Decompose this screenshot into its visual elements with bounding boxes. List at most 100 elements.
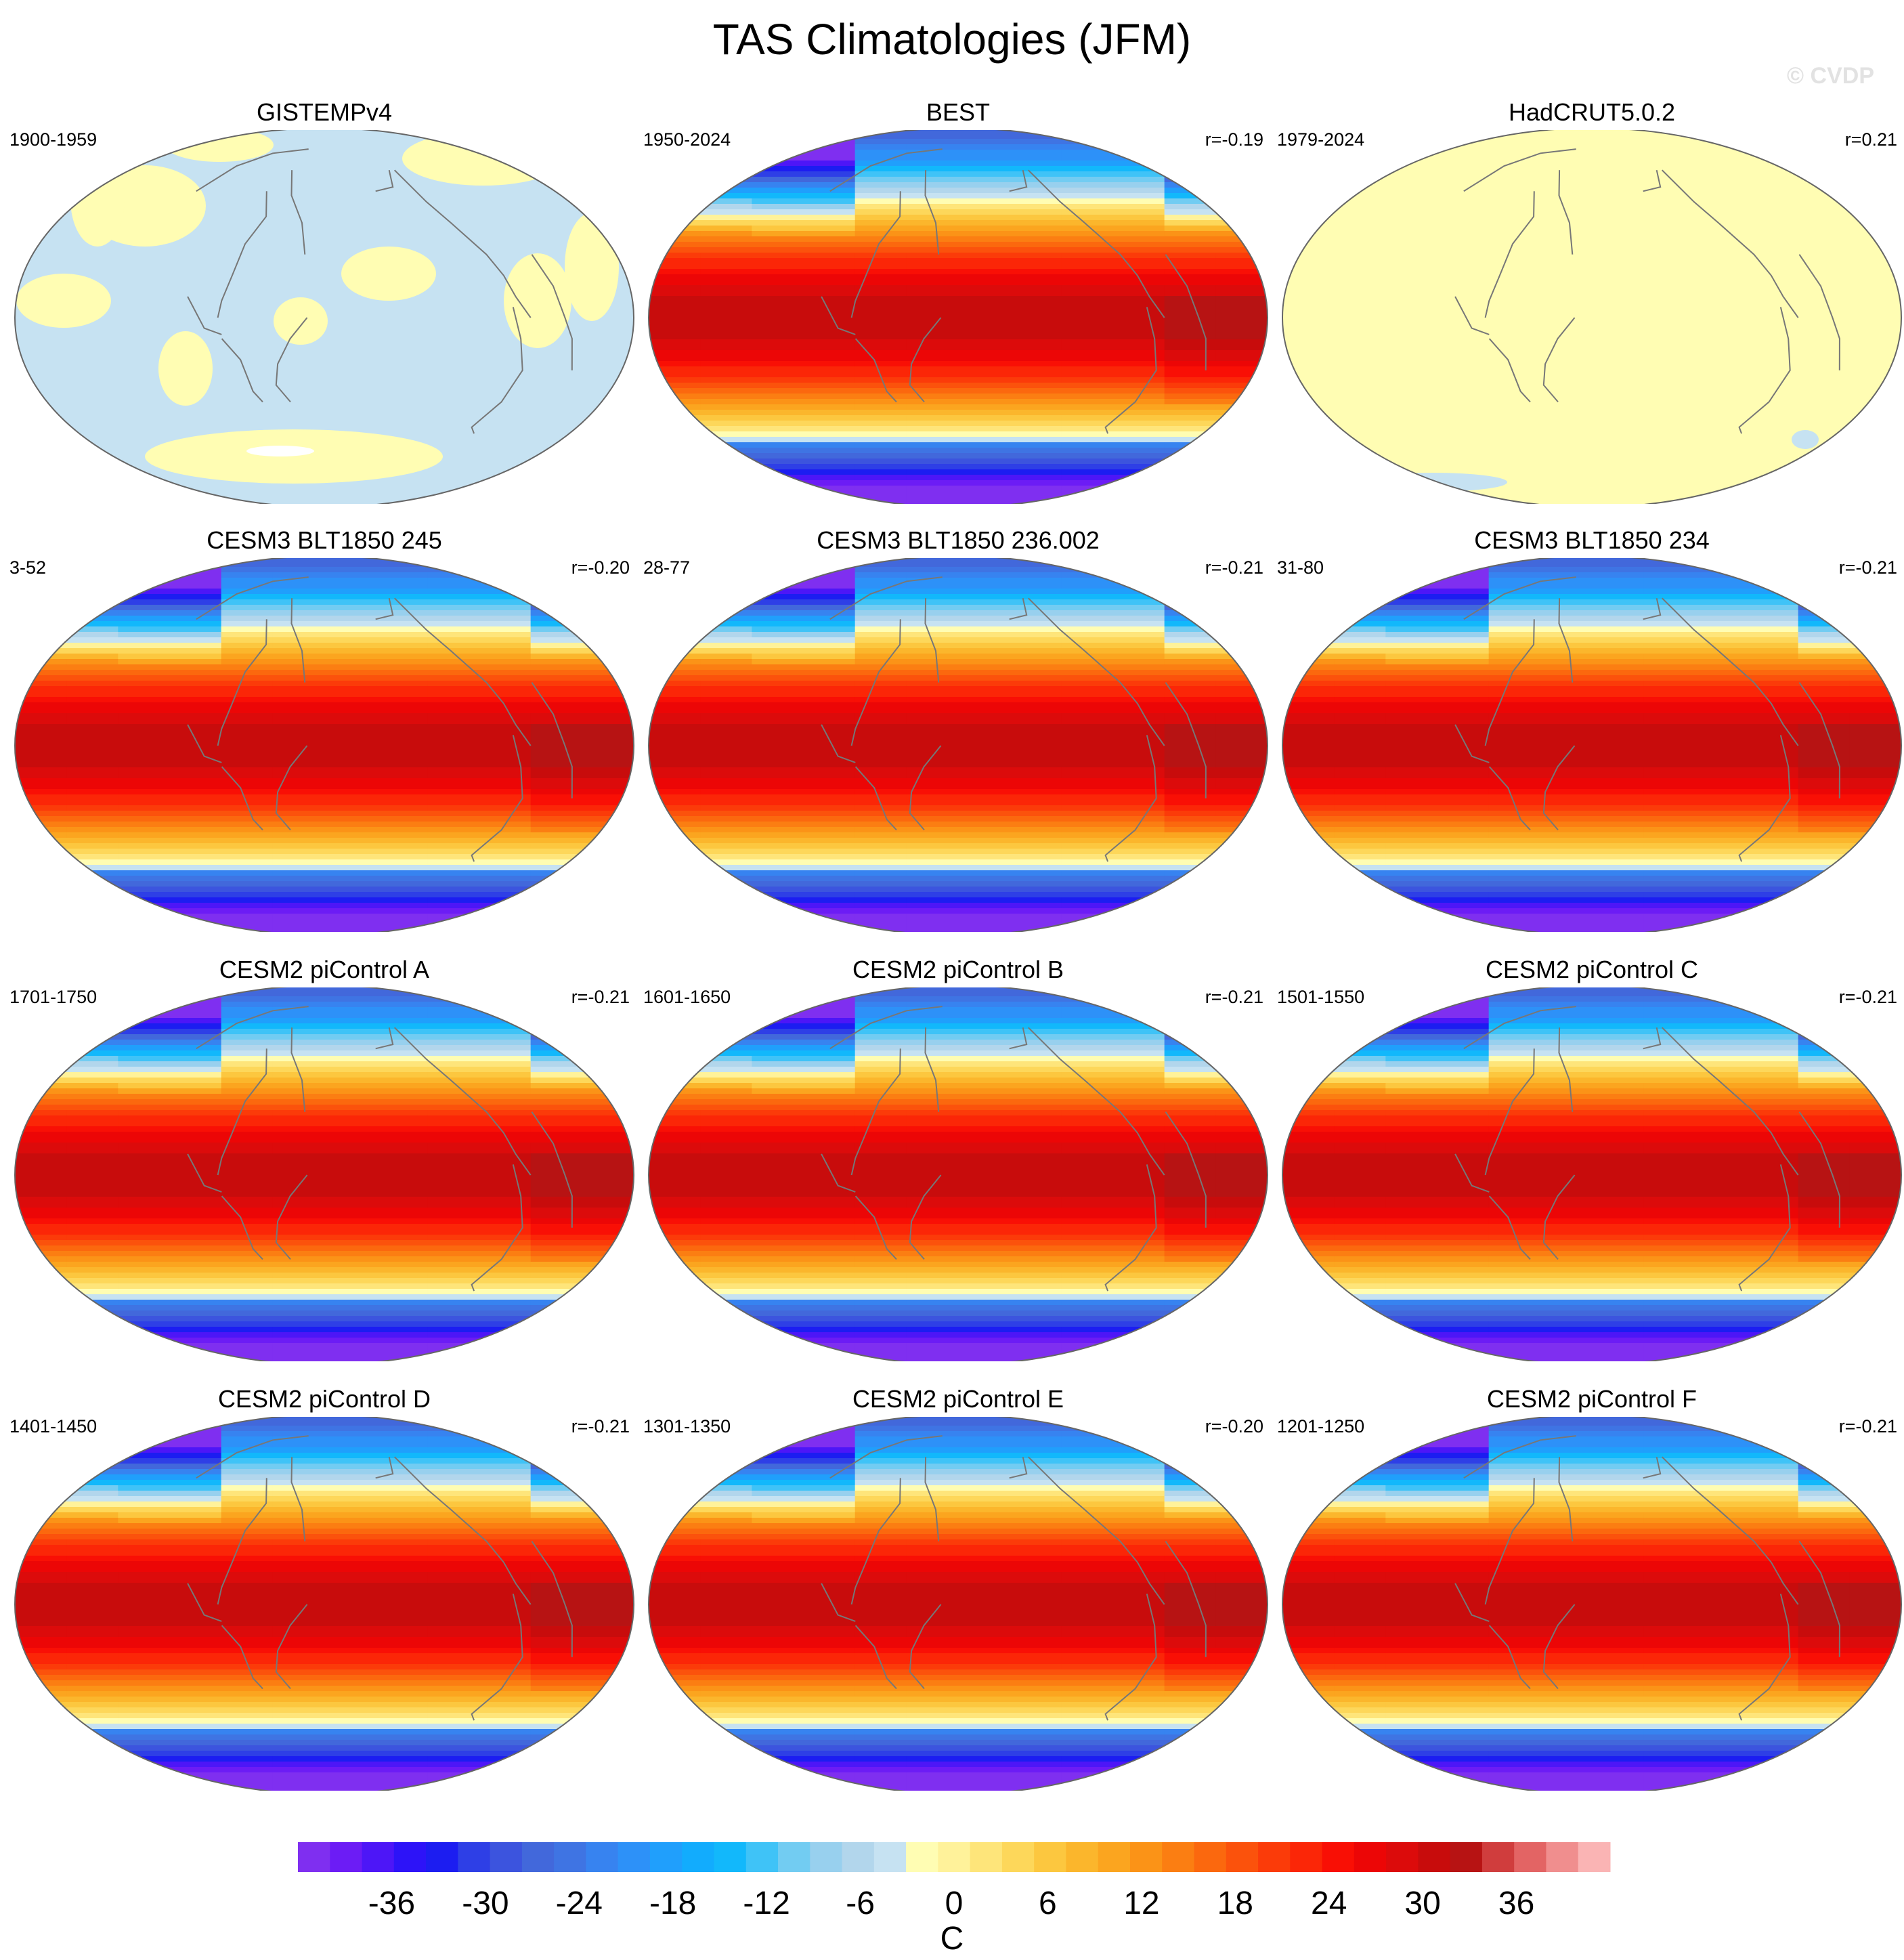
tas-contour-band — [221, 1110, 274, 1116]
tas-contour-band — [1849, 599, 1901, 605]
tas-contour-band — [221, 1338, 274, 1344]
tas-contour-band — [1061, 713, 1114, 719]
tas-contour-band — [700, 296, 753, 302]
tas-contour-band — [1112, 166, 1165, 172]
tas-contour-band — [1164, 897, 1217, 903]
tas-contour-band — [221, 1218, 274, 1224]
tas-contour-band — [66, 1143, 119, 1149]
tas-contour-band — [854, 664, 907, 670]
tas-contour-band — [376, 697, 429, 703]
tas-contour-band — [324, 887, 377, 893]
tas-contour-band — [1215, 188, 1268, 194]
tas-contour-band — [427, 987, 480, 992]
tas-contour-band — [1798, 670, 1851, 676]
tas-contour-band — [272, 778, 325, 784]
tas-contour-band — [649, 188, 701, 194]
tas-contour-band — [221, 1013, 274, 1019]
tas-contour-band — [582, 859, 634, 866]
tas-contour-band — [169, 832, 222, 838]
tas-contour-band — [376, 1137, 429, 1143]
tas-contour-band — [1215, 1159, 1268, 1165]
tas-contour-band — [1010, 1186, 1062, 1192]
tas-contour-band — [1010, 572, 1062, 578]
tas-contour-band — [1112, 643, 1165, 649]
tas-contour-band — [1061, 643, 1114, 649]
tas-contour-band — [427, 1023, 480, 1029]
tas-contour-band — [1746, 876, 1799, 882]
tas-contour-band — [582, 567, 634, 573]
tas-contour-band — [15, 1332, 68, 1338]
tas-contour-band — [803, 675, 856, 681]
tas-contour-band — [700, 258, 753, 264]
tas-contour-band — [1112, 130, 1165, 134]
tas-contour-band — [15, 648, 68, 654]
tas-contour-band — [582, 816, 634, 822]
tas-contour-band — [1849, 849, 1901, 855]
tas-contour-band — [1215, 1056, 1268, 1062]
tas-contour-band — [1112, 1094, 1165, 1100]
tas-contour-band — [1798, 654, 1851, 660]
tas-contour-band — [1112, 171, 1165, 177]
tas-contour-band — [700, 822, 753, 828]
tas-contour-band — [15, 773, 68, 779]
tas-contour-band — [752, 269, 804, 275]
tas-contour-band — [803, 1078, 856, 1084]
tas-contour-band — [221, 843, 274, 849]
tas-contour-band — [649, 794, 701, 801]
tas-contour-band — [1592, 887, 1645, 893]
tas-contour-band — [15, 800, 68, 806]
tas-contour-band — [427, 751, 480, 757]
tas-contour-band — [530, 1148, 583, 1154]
tas-contour-band — [324, 757, 377, 763]
tas-contour-band — [272, 578, 325, 584]
tas-contour-band — [1061, 1164, 1114, 1170]
tas-contour-band — [649, 740, 701, 746]
tas-contour-band — [803, 226, 856, 232]
tas-contour-band — [1061, 1273, 1114, 1279]
tas-contour-band — [854, 767, 907, 773]
tas-contour-band — [752, 735, 804, 741]
tas-contour-band — [1643, 643, 1696, 649]
tas-contour-band — [854, 426, 907, 432]
tas-contour-band — [66, 1137, 119, 1143]
tas-contour-band — [1010, 1256, 1062, 1262]
tas-contour-band — [649, 1170, 701, 1176]
tas-contour-band — [1010, 263, 1062, 270]
tas-contour-band — [1164, 318, 1217, 324]
tas-contour-band — [1010, 377, 1062, 383]
coastline — [217, 191, 267, 318]
tas-contour-band — [479, 1056, 532, 1062]
tas-contour-band — [1164, 155, 1217, 161]
tas-contour-band — [324, 610, 377, 616]
tas-contour-band — [1164, 740, 1217, 746]
tas-contour-band — [15, 1121, 68, 1127]
tas-contour-band — [15, 1348, 68, 1355]
tas-contour-band — [530, 784, 583, 790]
tas-contour-band — [803, 1208, 856, 1214]
tas-contour-band — [906, 599, 959, 605]
tas-contour-band — [803, 1153, 856, 1159]
tas-contour-band — [1437, 811, 1490, 817]
tas-contour-band — [66, 1229, 119, 1235]
tas-contour-band — [427, 1007, 480, 1013]
tas-contour-band — [1010, 870, 1062, 876]
tas-contour-band — [1164, 171, 1217, 177]
tas-contour-band — [1334, 583, 1387, 589]
tas-contour-band — [854, 708, 907, 714]
tas-contour-band — [1643, 773, 1696, 779]
tas-contour-band — [1061, 1267, 1114, 1273]
tas-contour-band — [169, 583, 222, 589]
tas-contour-band — [66, 1294, 119, 1300]
tas-contour-band — [906, 1023, 959, 1029]
tas-contour-band — [906, 919, 959, 925]
tas-contour-band — [479, 735, 532, 741]
tas-contour-band — [427, 681, 480, 687]
tas-contour-band — [803, 1115, 856, 1122]
tas-contour-band — [854, 1002, 907, 1008]
tas-contour-band — [649, 448, 701, 454]
tas-contour-band — [376, 832, 429, 838]
tas-contour-band — [649, 301, 701, 307]
tas-contour-band — [15, 996, 68, 1002]
tas-contour-band — [803, 1132, 856, 1138]
tas-contour-band — [1798, 702, 1851, 708]
